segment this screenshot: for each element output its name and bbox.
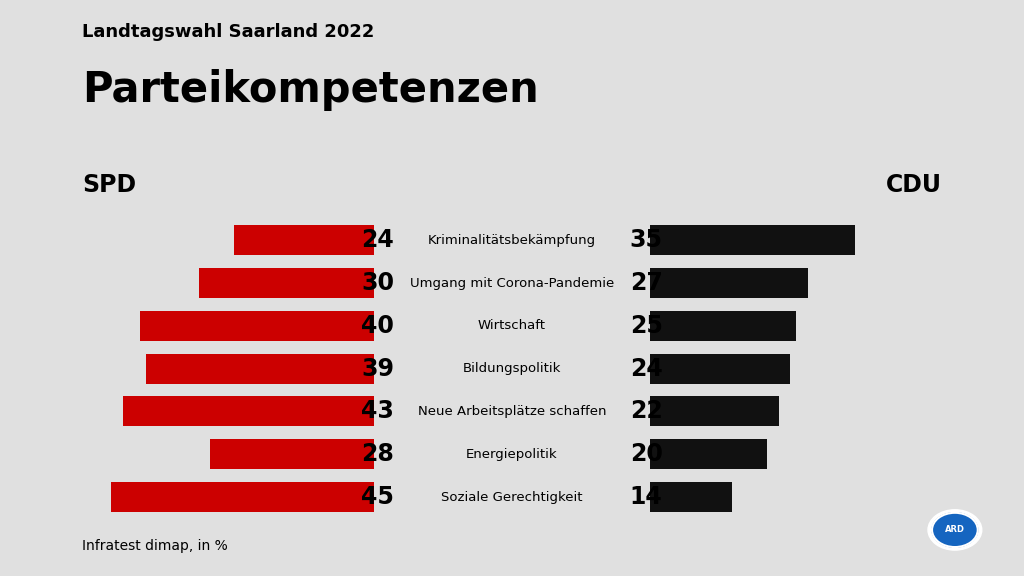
Text: Energiepolitik: Energiepolitik [466,448,558,461]
Text: Infratest dimap, in %: Infratest dimap, in % [82,539,227,553]
Circle shape [932,513,978,547]
Text: 39: 39 [361,357,394,381]
Circle shape [928,510,982,550]
Text: 43: 43 [361,399,394,423]
Text: Landtagswahl Saarland 2022: Landtagswahl Saarland 2022 [82,23,375,41]
Text: Kriminalitätsbekämpfung: Kriminalitätsbekämpfung [428,234,596,247]
Text: 27: 27 [630,271,663,295]
Text: ARD: ARD [945,525,965,535]
Text: CDU: CDU [886,173,942,197]
Text: Soziale Gerechtigkeit: Soziale Gerechtigkeit [441,491,583,503]
Text: 45: 45 [361,485,394,509]
Text: Parteikompetenzen: Parteikompetenzen [82,69,539,111]
Text: 22: 22 [630,399,663,423]
Text: 20: 20 [630,442,663,466]
Text: 35: 35 [630,228,663,252]
Text: Neue Arbeitsplätze schaffen: Neue Arbeitsplätze schaffen [418,405,606,418]
Text: SPD: SPD [82,173,136,197]
Text: 24: 24 [361,228,394,252]
Text: 24: 24 [630,357,663,381]
Text: 25: 25 [630,314,663,338]
Text: Bildungspolitik: Bildungspolitik [463,362,561,375]
Text: 30: 30 [361,271,394,295]
Text: 14: 14 [630,485,663,509]
Text: Umgang mit Corona-Pandemie: Umgang mit Corona-Pandemie [410,276,614,290]
Text: Wirtschaft: Wirtschaft [478,319,546,332]
Text: 28: 28 [361,442,394,466]
Text: 40: 40 [361,314,394,338]
